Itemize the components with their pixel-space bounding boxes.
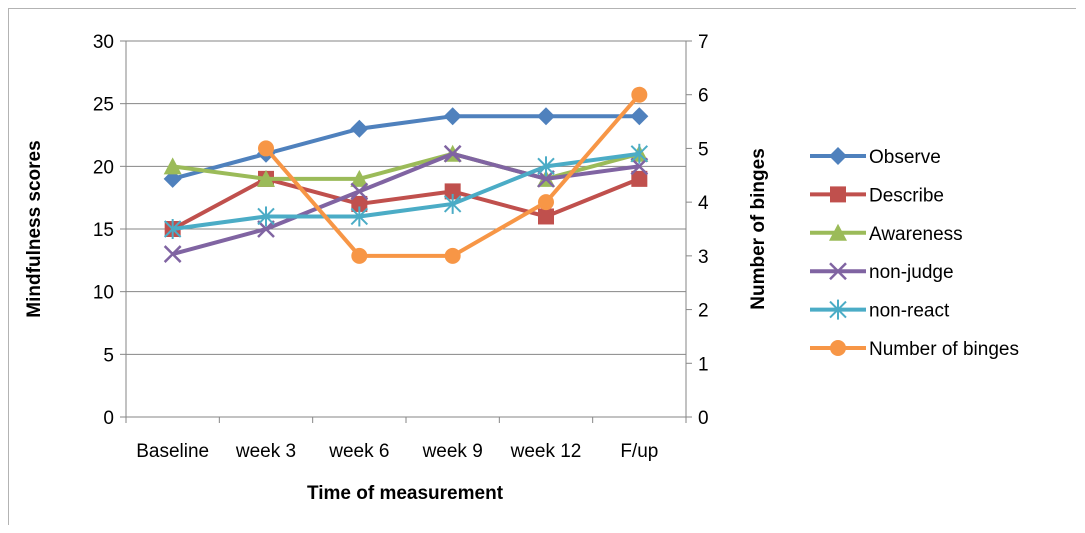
y2-tick-label: 0	[698, 408, 709, 429]
data-point-marker	[163, 219, 182, 239]
data-point-marker	[630, 157, 649, 176]
data-point-marker	[830, 340, 846, 356]
y2-tick-label: 4	[698, 193, 709, 214]
data-point-marker	[350, 182, 369, 201]
tick-labels: 0 5 10 15 20 25 30 0 1 2 3 4 5 6 7 Baseline week 3 week 6…	[93, 32, 709, 462]
y2-tick-label: 1	[698, 354, 709, 375]
y2-tick-label: 5	[698, 139, 709, 160]
gridlines	[126, 40, 686, 418]
chart-frame	[8, 8, 1076, 525]
legend-item: non-react	[810, 299, 950, 322]
data-point-marker	[630, 143, 649, 164]
y2-tick-label: 2	[698, 301, 709, 322]
legend-label: non-react	[869, 301, 950, 322]
y-tick-label: 0	[103, 408, 114, 429]
data-point-marker	[630, 107, 649, 126]
data-point-marker	[444, 183, 461, 200]
y-tick-label: 20	[93, 157, 114, 178]
axes	[120, 40, 692, 423]
data-point-marker	[350, 206, 369, 227]
data-point-marker	[537, 156, 555, 177]
series-line	[172, 151, 640, 231]
legend-label: Number of binges	[869, 339, 1019, 360]
data-point-marker	[350, 169, 369, 187]
legend-label: Describe	[869, 185, 944, 206]
data-point-marker	[444, 247, 461, 264]
data-point-marker	[538, 208, 554, 225]
x-tick-label: Baseline	[136, 441, 209, 462]
legend-label: Observe	[869, 147, 941, 168]
x-tick-label: week 6	[328, 441, 389, 462]
series-non-react	[163, 143, 649, 239]
x-tick-label: week 12	[510, 441, 582, 462]
legend: Observe Describe Awareness non-judge non-rea…	[810, 147, 1019, 360]
data-point-marker	[537, 107, 555, 126]
legend-item: non-judge	[810, 262, 954, 283]
data-point-marker	[257, 220, 275, 238]
data-point-marker	[257, 206, 275, 227]
marker-stroke	[257, 220, 275, 238]
series-line	[171, 176, 641, 231]
data-point-marker	[443, 144, 462, 163]
y-tick-label: 15	[93, 220, 114, 241]
data-point-marker	[258, 140, 274, 157]
legend-item: Awareness	[810, 223, 963, 245]
data-point-marker	[829, 262, 847, 281]
data-point-marker	[443, 107, 462, 126]
series-line	[172, 114, 640, 181]
y-axis-title: Mindfulness scores	[24, 140, 45, 317]
legend-label: non-judge	[869, 262, 954, 283]
data-point-marker	[351, 247, 368, 264]
data-point-marker	[631, 170, 648, 187]
series-layer	[163, 86, 649, 264]
marker-stroke	[443, 144, 462, 163]
data-point-marker	[163, 157, 182, 175]
data-point-marker	[829, 299, 847, 320]
y2-tick-label: 6	[698, 86, 709, 107]
data-point-marker	[257, 169, 275, 187]
y2-tick-label: 7	[698, 32, 709, 53]
data-point-marker	[163, 169, 182, 188]
legend-label: Awareness	[869, 224, 963, 245]
data-point-marker	[829, 147, 847, 165]
data-point-marker	[350, 119, 369, 138]
series-number-of-binges	[258, 86, 648, 264]
series-observe	[163, 107, 649, 188]
y-tick-label: 10	[93, 283, 114, 304]
data-point-marker	[537, 169, 555, 188]
data-point-marker	[631, 86, 648, 103]
data-point-marker	[830, 186, 846, 203]
y2-tick-label: 3	[698, 247, 709, 268]
marker-stroke	[163, 245, 182, 263]
x-tick-label: week 9	[422, 441, 483, 462]
x-tick-label: week 3	[235, 441, 296, 462]
y2-axis-title: Number of binges	[748, 148, 769, 310]
legend-item: Describe	[810, 185, 944, 206]
legend-item: Observe	[810, 147, 941, 168]
series-line	[172, 151, 640, 256]
x-axis-title: Time of measurement	[307, 483, 504, 504]
x-tick-label: F/up	[620, 441, 658, 462]
y-tick-label: 25	[93, 95, 114, 116]
marker-stroke	[537, 169, 555, 188]
data-point-marker	[351, 195, 368, 212]
series-non-judge	[163, 144, 649, 263]
data-point-marker	[829, 223, 847, 241]
legend-item: Number of binges	[810, 339, 1019, 360]
marker-stroke	[350, 182, 369, 201]
data-point-marker	[538, 194, 554, 211]
data-point-marker	[443, 193, 462, 214]
series-describe	[164, 170, 648, 237]
marker-stroke	[630, 157, 649, 176]
y-tick-label: 5	[103, 345, 114, 366]
marker-stroke	[829, 262, 847, 281]
data-point-marker	[163, 245, 182, 263]
y-tick-label: 30	[93, 32, 114, 53]
series-line	[172, 151, 640, 181]
